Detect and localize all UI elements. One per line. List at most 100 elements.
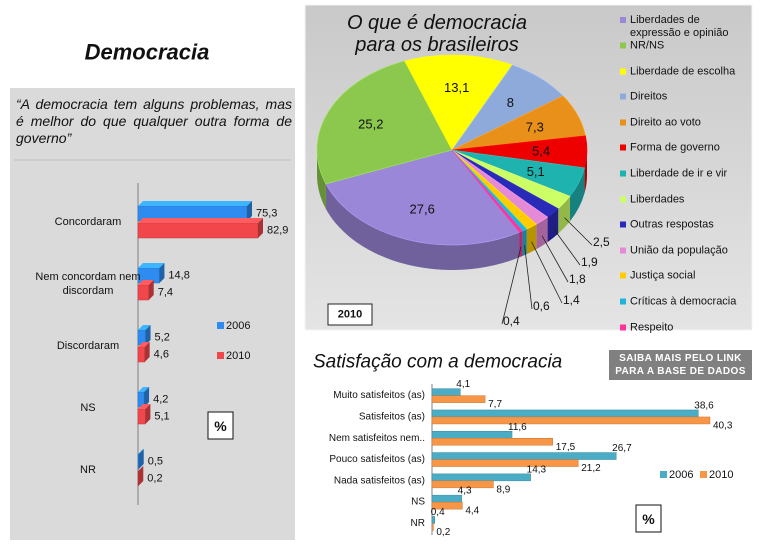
value-label: 40,3 [713, 420, 733, 431]
link-button[interactable]: SAIBA MAIS PELO LINK PARA A BASE DE DADO… [609, 350, 752, 380]
leader-line [531, 241, 563, 304]
legend-item: Liberdade de ir e vir [620, 168, 750, 181]
legend-swatch [620, 221, 626, 228]
unit-box [207, 411, 234, 440]
value-label: 25,2 [358, 117, 383, 132]
legend-swatch [620, 93, 626, 100]
badge-box [327, 303, 373, 326]
value-label: 5,1 [154, 411, 169, 423]
value-label: 0,2 [436, 527, 450, 538]
legend-label: 2010 [709, 469, 733, 481]
legend-label: NR/NS [630, 39, 665, 52]
value-label: 4,4 [465, 506, 479, 517]
legend-label: 2006 [226, 320, 250, 332]
value-label: 82,9 [267, 225, 288, 237]
unit-label: % [642, 511, 655, 527]
chart-title: O que é democracia para os brasileiros [346, 12, 528, 56]
value-label: 38,6 [694, 400, 714, 411]
bar-front [431, 501, 463, 510]
legend-item: Direito ao voto [620, 116, 750, 129]
legend-swatch [620, 247, 626, 254]
bar-side [138, 449, 144, 469]
legend-item: Liberdades de expressão e opinião [620, 14, 750, 40]
bar-side [159, 263, 165, 283]
leader-line [541, 235, 569, 283]
category-label: Satisfeitos (as) [359, 411, 425, 422]
value-label: 5,4 [532, 144, 550, 159]
leader-line [564, 217, 593, 246]
bar [137, 466, 144, 487]
value-label: 7,4 [158, 287, 173, 299]
bar-front [431, 459, 579, 467]
legend-item: Forma de governo [620, 142, 750, 155]
value-label: 0,4 [431, 507, 445, 518]
value-label: 14,8 [168, 270, 189, 282]
unit-box [635, 504, 662, 533]
slice-side [325, 183, 520, 270]
value-label: 0,5 [148, 456, 163, 468]
legend-item: Respeito [620, 321, 750, 334]
legend-swatch [660, 471, 667, 478]
legend-swatch [620, 119, 626, 126]
slice-top [404, 54, 513, 151]
legend-item: NR/NS [620, 40, 750, 53]
bar-side [138, 466, 144, 486]
chart-title: Satisfação com a democracia [313, 352, 562, 373]
legend-item: Liberdade de escolha [620, 65, 750, 78]
value-label: 27,6 [410, 202, 435, 217]
value-label: 4,2 [153, 394, 168, 406]
slice-side [569, 167, 585, 222]
category-label: Nada satisfeitos (as) [334, 475, 425, 486]
slice-top [316, 60, 453, 185]
slice-side [522, 229, 527, 257]
bar-side [144, 387, 150, 407]
value-label: 13,1 [444, 80, 469, 95]
bar-side [258, 218, 263, 238]
bar-top [138, 404, 151, 409]
legend-item: Direitos [620, 91, 750, 104]
category-label: Nem satisfeitos nem.. [329, 433, 425, 444]
page-title: Democracia [85, 40, 210, 65]
legend-swatch [620, 272, 626, 279]
bar-side [144, 342, 150, 362]
bar [431, 501, 463, 510]
bar [431, 459, 579, 467]
legend-label: Liberdades de expressão e opinião [630, 14, 729, 39]
value-label: 1,9 [581, 255, 598, 269]
value-label: 4,6 [154, 349, 169, 361]
legend-swatch [620, 170, 626, 177]
legend-label: Outras respostas [630, 218, 714, 231]
legend-label: 2010 [226, 350, 250, 362]
bar-front [431, 431, 513, 439]
bar-top [138, 449, 144, 454]
value-label: 14,3 [527, 464, 547, 475]
legend-label: Liberdade de escolha [630, 65, 736, 78]
legend-label: Respeito [630, 321, 674, 334]
value-label: 11,6 [508, 422, 527, 433]
bar [137, 280, 154, 301]
legend-item: Críticas à democracia [620, 296, 750, 309]
slice-top [451, 149, 523, 233]
legend-swatch [620, 68, 626, 75]
value-label: 7,7 [488, 399, 502, 410]
category-label: NR [80, 464, 96, 476]
pie-slice [451, 149, 528, 257]
bar-front [431, 438, 553, 446]
value-label: 75,3 [256, 208, 277, 220]
bar-front [137, 222, 259, 239]
bar [137, 404, 151, 425]
badge: 2010 [338, 309, 362, 321]
category-label: Nem concordam nem discordam [35, 271, 141, 297]
legend-label: 2006 [669, 469, 693, 481]
bar-top [138, 387, 150, 392]
value-label: 17,5 [556, 442, 576, 453]
bar-top [138, 263, 165, 268]
bar-side [145, 325, 151, 345]
value-label: 0,4 [503, 314, 520, 328]
bar [431, 473, 531, 482]
bar-front [431, 473, 531, 482]
legend-label: Críticas à democracia [630, 295, 737, 308]
value-label: 5,2 [155, 332, 170, 344]
value-label: 26,7 [612, 443, 632, 454]
